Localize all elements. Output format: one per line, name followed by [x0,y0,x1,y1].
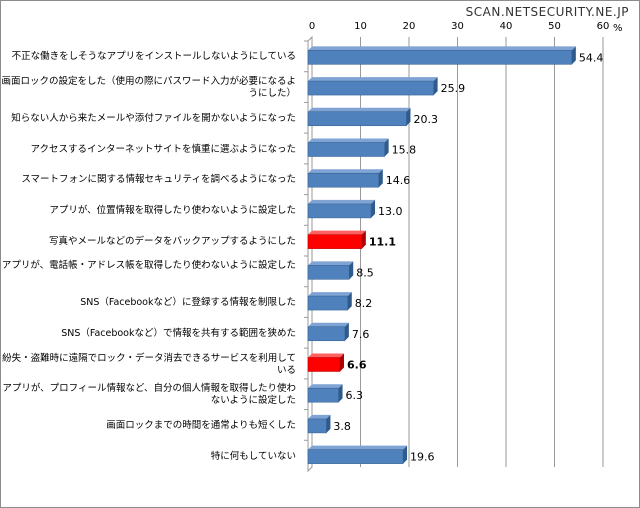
data-label: 15.8 [392,144,417,157]
tick-label: 30 [451,21,464,32]
category-label: 画面ロックの設定をした（使用の際にパスワード入力が必要になるようにした） [1,76,296,100]
tick-label: 0 [309,21,315,32]
axis-wall [307,35,313,473]
bar-top [308,292,352,297]
bar-top [308,199,376,204]
bar-side [326,414,331,433]
bar-top [308,169,383,174]
bar [307,203,372,219]
bar [307,357,341,372]
data-label: 54.4 [579,51,604,64]
bar-top [308,107,411,112]
bar-top [308,322,349,327]
bar [307,234,363,249]
bar [307,265,350,280]
tick-label: 20 [403,21,416,32]
data-label: 8.2 [355,297,373,310]
category-label: アプリが、プロフィール情報など、自分の個人情報を取得したり使わないように設定した [2,383,296,407]
bar-top [308,261,354,266]
category-label: アプリが、電話帳・アドレス帳を取得したり使わないように設定した [1,260,296,272]
bar-side [384,138,389,157]
tick-label: 40 [500,21,513,32]
category-label: 知らない人から来たメールや添付ファイルを開かないようになった [11,112,296,124]
bar [307,50,573,65]
bar [307,326,346,342]
unit-label: % [613,23,623,34]
tick-label: 10 [354,21,367,32]
bar [307,418,327,434]
bar-side [340,353,345,372]
bar-side [349,261,354,280]
bar-side [406,107,411,126]
bar-side [433,77,438,96]
bar [307,172,380,188]
bar [307,449,404,464]
bar-side [371,199,376,218]
bar-top [308,138,389,143]
category-label: 特に何もしていない [210,450,296,462]
data-label: 25.9 [441,82,466,95]
bar [307,80,434,96]
bar-top [308,230,366,235]
bar-side [403,445,408,464]
category-label: アクセスするインターネットサイトを慎重に選ぶようになった [30,143,296,155]
bar [307,142,385,157]
category-label: 不正な働きをしそうなアプリをインストールしないようにしている [11,51,296,63]
bar [307,111,407,127]
data-label: 6.6 [347,359,367,372]
bar-top [308,414,331,419]
tick-label: 50 [548,21,561,32]
data-label: 7.6 [352,328,370,341]
bar-side [344,322,349,341]
bar-top [308,384,343,389]
bar-side [347,292,352,311]
category-label: SNS（Facebookなど）に登録する情報を制限した [80,297,296,309]
bar [307,387,339,403]
tick-label: 60 [597,21,610,32]
data-label: 11.1 [369,236,396,249]
data-label: 6.3 [346,389,364,402]
bar-top [308,46,576,51]
watermark: SCAN.NETSECURITY.NE.JP [465,5,629,19]
category-label: アプリが、位置情報を取得したり使わないように設定した [49,204,296,216]
category-label: スマートフォンに関する情報セキュリティを調べるようになった [21,174,296,186]
bar-side [571,46,576,65]
bar [307,295,349,311]
data-label: 20.3 [413,113,438,126]
bar-side [361,230,366,249]
category-label: 画面ロックまでの時間を通常よりも短くした [106,419,296,431]
data-label: 13.0 [378,205,403,218]
category-label: 紛失・盗難時に遠隔でロック・データ消去できるサービスを利用している [2,352,296,376]
bar-top [308,77,438,82]
data-label: 8.5 [356,266,374,279]
bar-top [308,445,408,450]
data-label: 14.6 [386,174,411,187]
data-label: 3.8 [333,420,351,433]
bar-side [378,169,383,188]
category-label: 写真やメールなどのデータをバックアップするようにした [48,235,296,247]
category-label: SNS（Facebookなど）で情報を共有する範囲を狭めた [61,327,296,339]
bar-side [338,384,343,403]
bar-top [308,353,345,358]
data-label: 19.6 [410,451,435,464]
